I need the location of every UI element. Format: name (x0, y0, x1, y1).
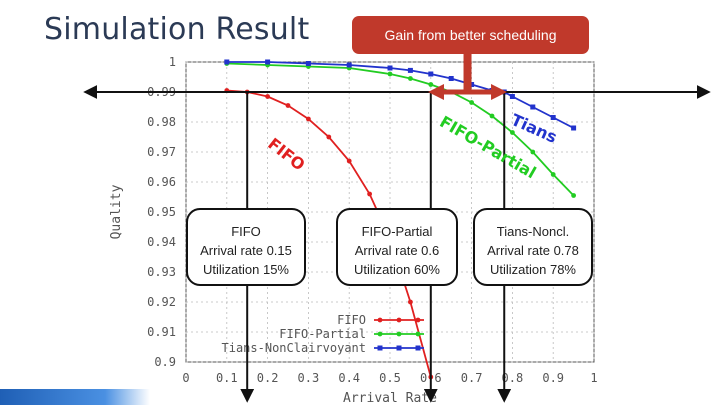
x-tick-label: 0.1 (216, 371, 238, 385)
fifo_partial-point (571, 193, 576, 198)
fifo-partial-annotation-line: Arrival rate 0.6 (354, 243, 440, 258)
tians-point (530, 104, 536, 110)
tians-point (428, 71, 434, 77)
x-tick-label: 0 (182, 371, 189, 385)
fifo_partial-point (387, 71, 393, 77)
fifo_partial-point (489, 113, 495, 119)
tians-point (346, 62, 352, 68)
y-tick-label: 0.96 (147, 175, 176, 189)
legend-marker (396, 331, 402, 337)
tians-point (448, 76, 454, 81)
y-tick-label: 0.94 (147, 235, 176, 249)
y-tick-label: 0.98 (147, 115, 176, 129)
fifo_partial-point (510, 130, 515, 135)
legend-marker (396, 317, 402, 323)
tians-annotation-line: Utilization 78% (490, 262, 576, 277)
tians-point (509, 94, 515, 99)
fifo-annotation-line: FIFO (231, 224, 261, 239)
legend-marker (377, 331, 383, 337)
legend-marker (377, 317, 383, 323)
fifo-partial-annotation-box: FIFO-Partial Arrival rate 0.6 Utilizatio… (336, 208, 458, 286)
legend-label: FIFO-Partial (279, 327, 366, 341)
tians-annotation-line: Arrival rate 0.78 (487, 243, 579, 258)
x-tick-label: 0.5 (379, 371, 401, 385)
x-axis-ticks: 00.10.20.30.40.50.60.70.80.91 (182, 371, 597, 385)
fifo_partial-point (408, 76, 413, 81)
fifo-point (346, 158, 352, 164)
y-tick-label: 0.92 (147, 295, 176, 309)
y-tick-label: 0.93 (147, 265, 176, 279)
fifo_partial-point (469, 100, 474, 105)
tians-annotation-box: Tians-Noncl. Arrival rate 0.78 Utilizati… (473, 208, 593, 286)
legend-label: Tians-NonClairvoyant (222, 341, 367, 355)
tians-point (387, 65, 393, 71)
slide-title: Simulation Result (44, 12, 310, 47)
fifo-point (265, 94, 270, 99)
legend-marker (415, 331, 421, 337)
fifo_partial-point (428, 82, 434, 87)
tians-point (265, 59, 271, 65)
fifo-annotation-line: Arrival rate 0.15 (200, 243, 292, 258)
y-tick-label: 0.97 (147, 145, 176, 159)
fifo-point (306, 116, 311, 122)
fifo-point (326, 134, 332, 140)
fifo-point (408, 299, 413, 305)
tians-point (407, 67, 413, 73)
x-tick-label: 1 (590, 371, 597, 385)
tians-annotation-line: Tians-Noncl. (496, 224, 570, 239)
fifo-point (285, 103, 291, 108)
legend-marker (415, 345, 421, 351)
footer-decoration (0, 389, 150, 405)
x-tick-label: 0.9 (542, 371, 564, 385)
fifo_partial-point (550, 172, 556, 177)
x-tick-label: 0.7 (461, 371, 483, 385)
legend-marker (415, 317, 421, 323)
fifo-partial-annotation-line: Utilization 60% (354, 262, 440, 277)
x-tick-label: 0.4 (338, 371, 360, 385)
tians-point (224, 59, 230, 65)
fifo-annotation-line: Utilization 15% (203, 262, 289, 277)
fifo_partial-point (530, 149, 536, 155)
tians-point (550, 115, 556, 120)
y-axis-label: Quality (109, 184, 124, 239)
fifo-point (367, 191, 372, 197)
x-tick-label: 0.3 (298, 371, 320, 385)
legend-label: FIFO (337, 313, 366, 327)
tians-point (305, 61, 311, 66)
fifo-annotation-box: FIFO Arrival rate 0.15 Utilization 15% (186, 208, 306, 286)
x-axis-label: Arrival Rate (343, 391, 437, 405)
y-axis-ticks: 0.90.910.920.930.940.950.960.970.980.991 (147, 55, 176, 369)
y-tick-label: 0.95 (147, 205, 176, 219)
y-tick-label: 0.91 (147, 325, 176, 339)
x-tick-label: 0.2 (257, 371, 279, 385)
fifo-partial-annotation-line: FIFO-Partial (361, 224, 433, 239)
legend-marker (396, 345, 402, 351)
legend-marker (377, 345, 383, 351)
y-tick-label: 1 (169, 55, 176, 69)
x-tick-label: 0.8 (502, 371, 524, 385)
gain-callout: Gain from better scheduling (352, 16, 589, 54)
y-tick-label: 0.9 (154, 355, 176, 369)
tians-point (571, 125, 577, 131)
